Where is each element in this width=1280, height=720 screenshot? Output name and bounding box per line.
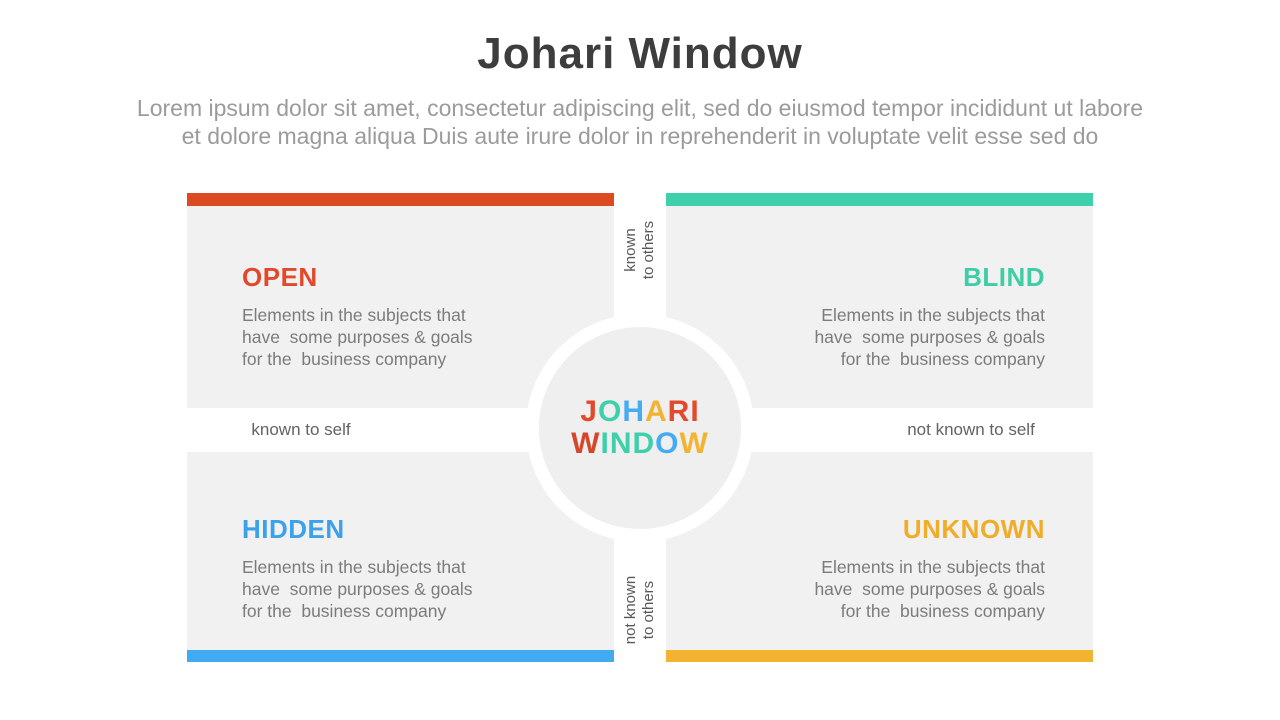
- unknown-desc-line: have some purposes & goals: [814, 579, 1045, 599]
- logo-letter: R: [667, 395, 691, 428]
- logo-letter: N: [609, 427, 633, 460]
- axis-label-line: known: [622, 228, 639, 272]
- quadrant-hidden-title: HIDDEN: [242, 514, 345, 544]
- unknown-accent-bar: [666, 650, 1093, 662]
- logo-letter: W: [571, 427, 601, 460]
- unknown-text-block: UNKNOWN Elements in the subjects that ha…: [814, 514, 1045, 622]
- unknown-desc-line: Elements in the subjects that: [821, 557, 1045, 577]
- open-desc-line: Elements in the subjects that: [242, 305, 466, 325]
- unknown-desc-line: for the business company: [840, 601, 1045, 621]
- center-circle: JOHARI WINDOW: [526, 314, 754, 542]
- open-desc-line: have some purposes & goals: [242, 327, 473, 347]
- quadrant-blind-title: BLIND: [963, 262, 1045, 292]
- logo-letter: I: [600, 427, 610, 460]
- johari-diagram: OPEN Elements in the subjects that have …: [187, 193, 1093, 662]
- johari-window-logo: JOHARI WINDOW: [539, 327, 741, 529]
- logo-word: WINDOW: [571, 428, 709, 460]
- hidden-accent-bar: [187, 650, 614, 662]
- quadrant-hidden: HIDDEN Elements in the subjects that hav…: [187, 452, 614, 662]
- axis-label-not-known-to-others: not known to others: [622, 576, 658, 644]
- logo-letter: O: [655, 427, 680, 460]
- subtitle-line-1: Lorem ipsum dolor sit amet, consectetur …: [136, 95, 1144, 122]
- blind-text-block: BLIND Elements in the subjects that have…: [814, 262, 1045, 370]
- page-title: Johari Window: [477, 29, 803, 78]
- open-text-block: OPEN Elements in the subjects that have …: [242, 262, 473, 370]
- logo-letter: I: [690, 395, 700, 428]
- hidden-desc-line: Elements in the subjects that: [242, 557, 466, 577]
- logo-word: JOHARI: [580, 396, 699, 428]
- blind-accent-bar: [666, 193, 1093, 206]
- hidden-desc-line: for the business company: [242, 601, 447, 621]
- axis-label-line: to others: [640, 580, 657, 640]
- axis-label-known-to-self: known to self: [251, 420, 351, 439]
- axis-label-known-to-others: known to others: [622, 221, 658, 279]
- subtitle-line-2: et dolore magna aliqua Duis aute irure d…: [181, 123, 1099, 150]
- quadrant-open-title: OPEN: [242, 262, 318, 292]
- logo-letter: H: [622, 395, 645, 428]
- open-accent-bar: [187, 193, 614, 206]
- blind-desc-line: for the business company: [840, 349, 1045, 369]
- quadrant-unknown-title: UNKNOWN: [902, 514, 1045, 544]
- hidden-desc-line: have some purposes & goals: [242, 579, 473, 599]
- open-desc-line: for the business company: [242, 349, 447, 369]
- hidden-box: HIDDEN Elements in the subjects that hav…: [187, 452, 614, 650]
- page-subtitle: Lorem ipsum dolor sit amet, consectetur …: [0, 94, 1280, 150]
- axis-label-line: not known: [622, 575, 639, 645]
- blind-desc-line: Elements in the subjects that: [821, 305, 1045, 325]
- blind-desc-line: have some purposes & goals: [814, 327, 1045, 347]
- axis-label-not-known-to-self: not known to self: [907, 420, 1035, 439]
- hidden-text-block: HIDDEN Elements in the subjects that hav…: [242, 514, 473, 622]
- logo-letter: O: [597, 395, 623, 428]
- logo-letter: A: [645, 395, 668, 428]
- axis-label-line: to others: [640, 220, 657, 280]
- logo-letter: J: [580, 395, 598, 428]
- logo-letter: D: [632, 427, 656, 460]
- logo-letter: W: [679, 427, 709, 460]
